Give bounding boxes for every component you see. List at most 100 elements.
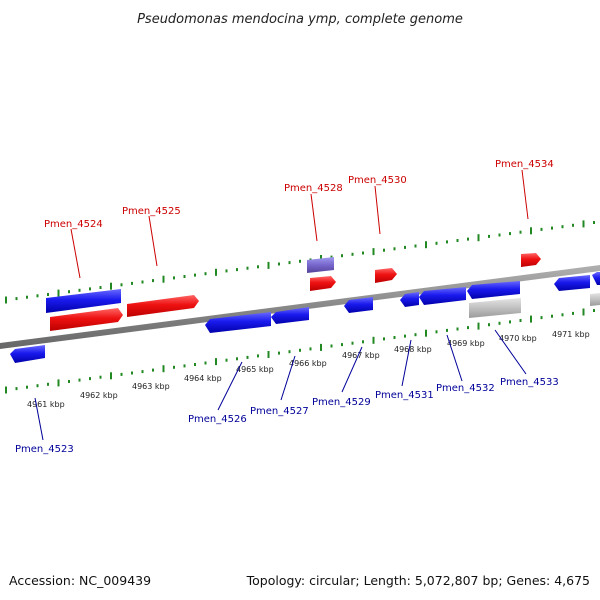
gene-label-pmen-4530[interactable]: Pmen_4530 xyxy=(348,175,407,186)
gene-pmen-4528[interactable] xyxy=(310,276,336,291)
minor-tick xyxy=(299,348,301,352)
minor-tick xyxy=(246,266,249,270)
gene-pmen-4525[interactable] xyxy=(127,295,199,317)
minor-tick xyxy=(152,279,154,283)
gene-label-pmen-4525[interactable]: Pmen_4525 xyxy=(122,206,181,217)
minor-tick xyxy=(540,316,543,320)
gene-pmen-4531[interactable] xyxy=(400,292,419,307)
leader-line xyxy=(521,169,529,220)
minor-tick xyxy=(26,295,28,299)
major-tick xyxy=(5,386,7,394)
gene-label-pmen-4533[interactable]: Pmen_4533 xyxy=(500,377,559,388)
minor-tick xyxy=(288,350,291,354)
leader-line xyxy=(310,193,318,242)
minor-tick xyxy=(330,344,333,348)
minor-tick xyxy=(183,364,186,368)
gene-pmen-4527[interactable] xyxy=(271,307,309,324)
minor-tick xyxy=(257,265,259,269)
gene-next-reverse[interactable] xyxy=(554,275,590,291)
major-tick xyxy=(372,336,375,344)
gene-label-pmen-4526[interactable]: Pmen_4526 xyxy=(188,414,247,425)
major-tick xyxy=(162,365,165,373)
reverse-gene-labels: Pmen_4523 Pmen_4526 Pmen_4527 Pmen_4529 … xyxy=(15,329,559,455)
minor-tick xyxy=(509,320,511,324)
kbp-label: 4961 kbp xyxy=(27,400,65,409)
major-tick xyxy=(57,289,60,297)
gene-edge-pseudo[interactable] xyxy=(590,293,600,306)
minor-tick xyxy=(341,254,343,258)
topology-text: Topology: circular; Length: 5,072,807 bp… xyxy=(246,573,590,588)
minor-tick xyxy=(593,221,595,224)
minor-tick xyxy=(509,232,511,236)
minor-tick xyxy=(131,281,133,285)
minor-tick xyxy=(435,241,438,245)
minor-tick xyxy=(519,319,522,322)
gene-pmen-4530[interactable] xyxy=(375,268,397,283)
gene-label-pmen-4524[interactable]: Pmen_4524 xyxy=(44,219,103,230)
minor-tick xyxy=(141,370,144,374)
minor-tick xyxy=(173,365,175,369)
major-tick xyxy=(582,308,585,316)
major-tick xyxy=(267,351,270,358)
gene-label-pmen-4531[interactable]: Pmen_4531 xyxy=(375,390,434,401)
minor-tick xyxy=(204,361,207,365)
major-tick xyxy=(57,379,60,387)
gene-pmen-4523[interactable] xyxy=(10,345,45,363)
major-tick xyxy=(425,329,427,337)
minor-tick xyxy=(299,259,301,263)
minor-tick xyxy=(257,354,259,358)
leader-line xyxy=(374,185,381,235)
gene-label-pmen-4527[interactable]: Pmen_4527 xyxy=(250,406,309,417)
minor-tick xyxy=(99,286,102,289)
gene-pmen-4533-pseudo[interactable] xyxy=(469,298,521,318)
kbp-label: 4969 kbp xyxy=(447,339,485,348)
minor-tick xyxy=(351,252,354,256)
minor-tick xyxy=(26,385,28,389)
major-tick xyxy=(477,234,480,242)
gene-pmen-4533[interactable] xyxy=(467,281,520,299)
gene-label-pmen-4532[interactable]: Pmen_4532 xyxy=(436,383,495,394)
minor-tick xyxy=(561,225,564,229)
minor-tick xyxy=(351,341,354,345)
map-title: Pseudomonas mendocina ymp, complete geno… xyxy=(137,12,463,27)
major-tick xyxy=(477,322,480,330)
gene-label-pmen-4528[interactable]: Pmen_4528 xyxy=(284,183,343,194)
minor-tick xyxy=(78,378,81,382)
minor-tick xyxy=(572,311,574,315)
gene-pmen-4529[interactable] xyxy=(344,297,373,313)
gene-pmen-4528-rna[interactable] xyxy=(307,257,334,273)
gene-label-pmen-4523[interactable]: Pmen_4523 xyxy=(15,444,74,455)
minor-tick xyxy=(183,275,186,278)
minor-tick xyxy=(551,226,553,230)
gene-pmen-4526[interactable] xyxy=(205,312,271,333)
minor-tick xyxy=(414,244,417,248)
minor-tick xyxy=(456,327,459,331)
minor-tick xyxy=(36,384,39,388)
minor-tick xyxy=(278,351,280,355)
kbp-label: 4965 kbp xyxy=(236,365,274,374)
minor-tick xyxy=(498,233,501,237)
gene-edge-reverse[interactable] xyxy=(592,272,600,285)
minor-tick xyxy=(551,314,553,318)
major-tick xyxy=(5,296,7,304)
minor-tick xyxy=(194,363,196,366)
major-tick xyxy=(215,358,217,366)
minor-tick xyxy=(89,377,91,381)
kbp-label: 4964 kbp xyxy=(184,374,222,383)
leader-line xyxy=(34,397,44,441)
minor-tick xyxy=(236,268,238,272)
gene-pmen-4524-upper[interactable] xyxy=(46,289,121,313)
minor-tick xyxy=(561,313,564,317)
kbp-scale-labels: 4961 kbp 4962 kbp 4963 kbp 4964 kbp 4965… xyxy=(27,330,590,409)
leader-line xyxy=(280,355,296,401)
minor-tick xyxy=(362,340,364,344)
gene-pmen-4532[interactable] xyxy=(419,287,466,305)
gene-pmen-4524[interactable] xyxy=(50,308,123,331)
minor-tick xyxy=(572,223,574,227)
minor-tick xyxy=(152,368,154,372)
major-tick xyxy=(110,372,112,380)
gene-pmen-4534[interactable] xyxy=(521,253,541,267)
gene-label-pmen-4529[interactable]: Pmen_4529 xyxy=(312,397,371,408)
gene-label-pmen-4534[interactable]: Pmen_4534 xyxy=(495,159,554,170)
minor-tick xyxy=(404,334,406,338)
